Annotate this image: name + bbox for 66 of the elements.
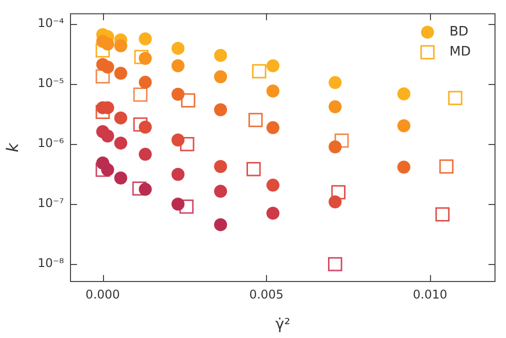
point	[133, 88, 148, 102]
point	[114, 171, 128, 184]
point	[101, 130, 114, 143]
point	[266, 178, 280, 192]
y-tick-label: 10⁻⁶	[38, 136, 64, 150]
point	[172, 198, 185, 211]
point	[214, 184, 228, 198]
point	[214, 218, 228, 232]
point	[138, 52, 152, 65]
point	[266, 121, 280, 134]
point	[397, 160, 410, 174]
y-tick-label: 10⁻⁷	[38, 196, 64, 210]
point	[172, 168, 185, 181]
point	[179, 200, 194, 214]
y-axis-title: k	[2, 142, 22, 152]
point	[138, 76, 152, 89]
point	[214, 48, 228, 62]
y-tick-label: 10⁻⁴	[38, 16, 64, 30]
point	[96, 69, 110, 84]
x-tick-label: 0.005	[249, 287, 284, 302]
point	[114, 39, 128, 52]
point	[96, 104, 110, 120]
point	[246, 162, 261, 176]
point	[114, 66, 128, 80]
point	[328, 257, 342, 272]
point	[101, 38, 114, 51]
point	[138, 182, 152, 196]
point	[132, 181, 147, 196]
point	[328, 195, 342, 208]
point	[334, 134, 349, 148]
y-tick-label: 10⁻⁸	[38, 256, 64, 270]
legend-label: BD	[450, 24, 468, 40]
point	[138, 120, 152, 134]
point	[214, 70, 228, 84]
point	[101, 163, 114, 176]
point	[266, 206, 280, 220]
point	[180, 137, 194, 152]
point	[114, 136, 128, 150]
point	[328, 76, 342, 90]
point	[397, 119, 410, 132]
legend-label: MD	[450, 44, 471, 60]
point	[435, 207, 450, 222]
x-tick-label: 0.000	[86, 287, 120, 302]
point	[266, 59, 280, 72]
point	[181, 93, 196, 108]
x-axis-title: γ̇²	[275, 314, 290, 333]
point	[172, 59, 185, 72]
point	[328, 100, 342, 114]
point	[439, 159, 454, 174]
point	[214, 103, 228, 116]
point	[266, 84, 280, 98]
point	[133, 117, 148, 132]
point	[172, 88, 185, 101]
point	[172, 42, 185, 55]
point	[114, 111, 128, 124]
y-tick-label: 10⁻⁵	[38, 76, 64, 90]
point	[397, 87, 410, 100]
point	[172, 133, 185, 146]
point	[214, 160, 228, 173]
point	[138, 148, 152, 161]
point	[138, 32, 152, 46]
point	[101, 60, 114, 74]
point	[328, 140, 342, 154]
point	[248, 112, 263, 128]
x-tick-label: 0.010	[412, 287, 448, 302]
point	[331, 185, 346, 200]
